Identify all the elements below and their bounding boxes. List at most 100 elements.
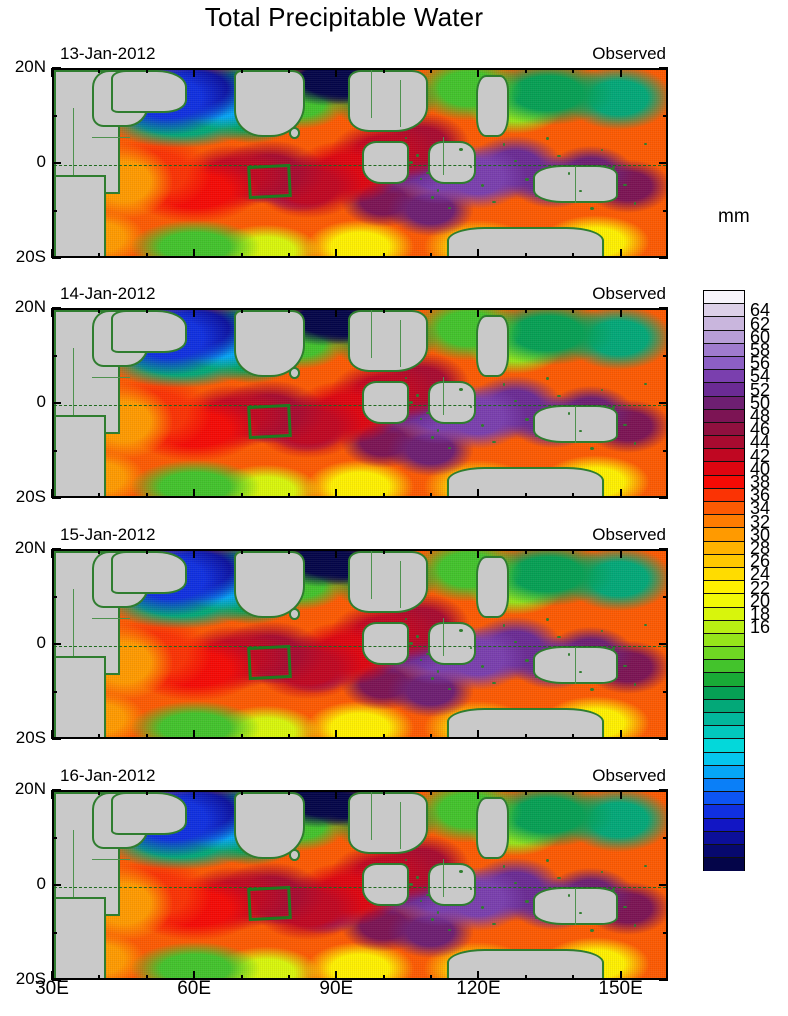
y-axis-tick [659, 257, 668, 259]
island-marker [448, 928, 452, 931]
island-marker [437, 911, 440, 915]
x-axis-tick [430, 790, 433, 795]
y-axis-tick-label: 20N [14, 297, 46, 316]
x-axis-tick [572, 975, 575, 980]
landmass [475, 74, 509, 137]
study-region-box[interactable] [247, 403, 292, 440]
colorbar-band [704, 620, 744, 634]
x-axis-tick [51, 971, 53, 980]
x-axis-tick [98, 253, 101, 258]
island-marker [448, 687, 452, 690]
x-axis-tick [145, 308, 148, 313]
x-axis-tick [430, 493, 433, 498]
island-marker [589, 929, 594, 933]
landmass [288, 127, 301, 140]
island-marker [430, 195, 434, 199]
x-axis-tick [98, 493, 101, 498]
map-plot-area[interactable] [52, 308, 668, 498]
island-marker [415, 394, 419, 398]
x-axis-tick [430, 549, 433, 554]
colorbar-tick-label: 16 [750, 617, 771, 638]
country-border [72, 589, 74, 656]
island-marker [546, 858, 550, 862]
island-marker [513, 641, 517, 644]
map-plot-area[interactable] [52, 68, 668, 258]
island-marker [622, 424, 627, 426]
x-axis-tick [430, 734, 433, 739]
y-axis-tick [52, 931, 57, 934]
y-axis-tick [52, 114, 57, 117]
x-axis-tick [287, 493, 290, 498]
colorbar-band [704, 422, 744, 437]
x-axis-tick [240, 734, 243, 739]
landmass [234, 792, 306, 859]
colorbar-tick-label: 58 [750, 340, 771, 361]
y-axis-tick [52, 449, 57, 452]
study-region-box[interactable] [247, 163, 292, 200]
y-axis-tick [52, 67, 61, 69]
island-marker [557, 394, 562, 397]
x-axis-tick [382, 493, 385, 498]
y-axis-tick [659, 402, 668, 404]
map-panel-1[interactable]: 13-Jan-2012 Observed [51, 44, 668, 259]
country-border [575, 405, 577, 443]
x-axis-tick [572, 493, 575, 498]
panel-source-tag: Observed [592, 766, 666, 785]
y-axis-tick [659, 643, 668, 645]
x-axis-tick [524, 493, 527, 498]
country-border [575, 165, 577, 203]
colorbar-band [704, 317, 744, 331]
island-marker [408, 160, 413, 164]
island-marker [480, 905, 484, 909]
colorbar-tick-label: 24 [750, 564, 771, 585]
island-marker [600, 870, 603, 873]
island-marker [404, 858, 407, 861]
colorbar[interactable] [703, 290, 745, 872]
island-marker [524, 417, 529, 421]
island-marker [437, 429, 440, 433]
x-axis-tick [524, 253, 527, 258]
x-axis-tick [477, 308, 480, 317]
y-axis-tick [663, 114, 668, 117]
panel-date-label: 13-Jan-2012 [60, 44, 156, 63]
y-axis-tick [52, 884, 61, 886]
landmass [54, 896, 107, 978]
colorbar-band [704, 633, 744, 648]
colorbar-tick-label: 52 [750, 379, 771, 400]
colorbar-band [704, 818, 744, 832]
island-marker [470, 646, 473, 649]
island-marker [535, 435, 538, 438]
x-axis-tick [287, 734, 290, 739]
colorbar-tick-label: 38 [750, 472, 771, 493]
island-marker [480, 183, 484, 187]
x-axis-tick [193, 790, 196, 799]
map-panel-2[interactable]: 14-Jan-2012 Observed [51, 284, 668, 499]
x-axis-tick [524, 734, 527, 739]
y-axis-tick-label: 20N [14, 538, 46, 557]
map-plot-area[interactable] [52, 549, 668, 739]
y-axis-tick-label: 20N [14, 779, 46, 798]
y-axis-tick-label: 0 [36, 633, 46, 652]
x-axis-tick [524, 68, 527, 73]
colorbar-band [704, 304, 744, 318]
y-axis-tick [52, 209, 57, 212]
map-panel-3[interactable]: 15-Jan-2012 Observed [51, 525, 668, 740]
colorbar-band [704, 699, 744, 713]
map-panel-4[interactable]: 16-Jan-2012 Observed [51, 766, 668, 981]
island-marker [470, 405, 473, 408]
map-plot-area[interactable] [52, 790, 668, 980]
study-region-box[interactable] [247, 644, 292, 681]
country-border [371, 551, 373, 599]
y-axis-tick-label: 0 [36, 152, 46, 171]
study-region-box[interactable] [247, 885, 292, 922]
landmass [347, 310, 429, 372]
landmass [447, 948, 604, 978]
island-marker [502, 142, 505, 146]
colorbar-band [704, 765, 744, 779]
island-marker [404, 617, 407, 620]
y-axis-tick [52, 307, 61, 309]
colorbar-band [704, 686, 744, 700]
island-marker [589, 207, 594, 211]
landmass [362, 141, 410, 184]
country-border [72, 108, 74, 175]
